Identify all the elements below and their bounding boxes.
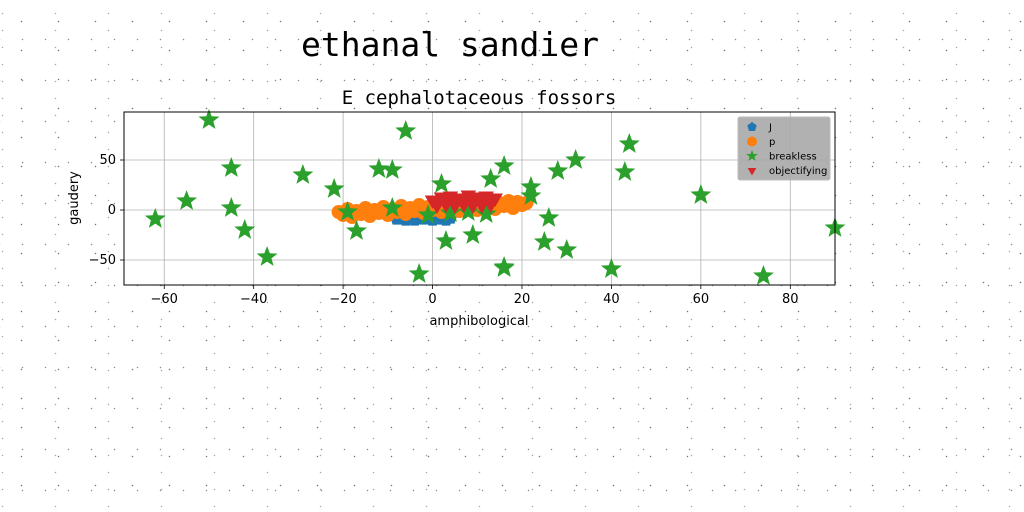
x-tick-label: −60 [151,292,178,307]
data-point [346,220,367,240]
x-tick-label: −20 [329,292,356,307]
data-point [600,258,622,278]
data-point [417,204,439,224]
data-point [556,239,578,259]
data-point [547,160,569,180]
x-axis-label: amphibological [429,314,528,329]
data-point [439,202,461,222]
data-point [690,184,712,204]
data-point [475,203,497,223]
data-point [565,149,587,169]
data-point [362,209,377,223]
legend-label: J [768,123,772,134]
x-tick-label: 80 [782,292,799,307]
data-point [462,224,484,244]
data-point [538,207,560,227]
legend-marker [746,150,758,161]
data-point [493,155,515,175]
data-point [176,190,198,210]
y-tick-label: 0 [108,203,116,218]
x-tick-label: 60 [693,292,710,307]
legend-label: objectifying [769,166,827,177]
data-point [398,207,413,221]
data-point [533,231,555,251]
data-point [614,161,636,181]
data-point [395,120,417,140]
series-objectifying [424,190,503,214]
x-tick-label: 0 [428,292,436,307]
legend: Jp breakless objectifying [737,116,831,181]
data-point [381,159,403,179]
figure-suptitle: ethanal sandier [301,25,599,64]
data-point [381,197,403,217]
data-points [144,109,846,285]
data-point [234,219,256,239]
data-point [337,201,359,221]
y-tick-label: −50 [89,253,116,268]
data-point [408,263,430,283]
data-point [482,199,499,213]
y-tick-label: 50 [99,153,116,168]
data-point [431,173,452,193]
y-axis-label: gaudery [67,171,82,225]
plot-title: E cephalotaceous fossors [342,87,617,109]
data-point [520,185,542,205]
data-point [480,168,502,188]
data-point [618,133,640,153]
data-point [457,201,479,221]
data-point [520,176,542,196]
data-point [323,178,345,198]
x-tick-label: 40 [603,292,620,307]
data-point [368,158,390,178]
data-point [198,109,220,129]
legend-label: breakless [769,152,817,163]
axis-ticks: −60 −40 −20 0 20 40 60 80 −50 0 50 [89,153,799,307]
data-point [752,265,774,285]
data-point [220,157,242,177]
data-point [292,164,314,184]
data-point [435,230,457,250]
legend-marker [747,136,757,147]
legend-label: p [769,137,775,148]
data-point [506,201,521,215]
x-tick-label: 20 [514,292,531,307]
legend-marker [747,168,757,176]
data-point [144,208,166,228]
legend-marker [747,122,757,132]
plot-area-frame [123,111,836,286]
x-tick-label: −40 [240,292,267,307]
legend-box [737,116,831,181]
data-point [493,256,515,276]
data-point [256,246,278,266]
data-point [220,197,242,217]
